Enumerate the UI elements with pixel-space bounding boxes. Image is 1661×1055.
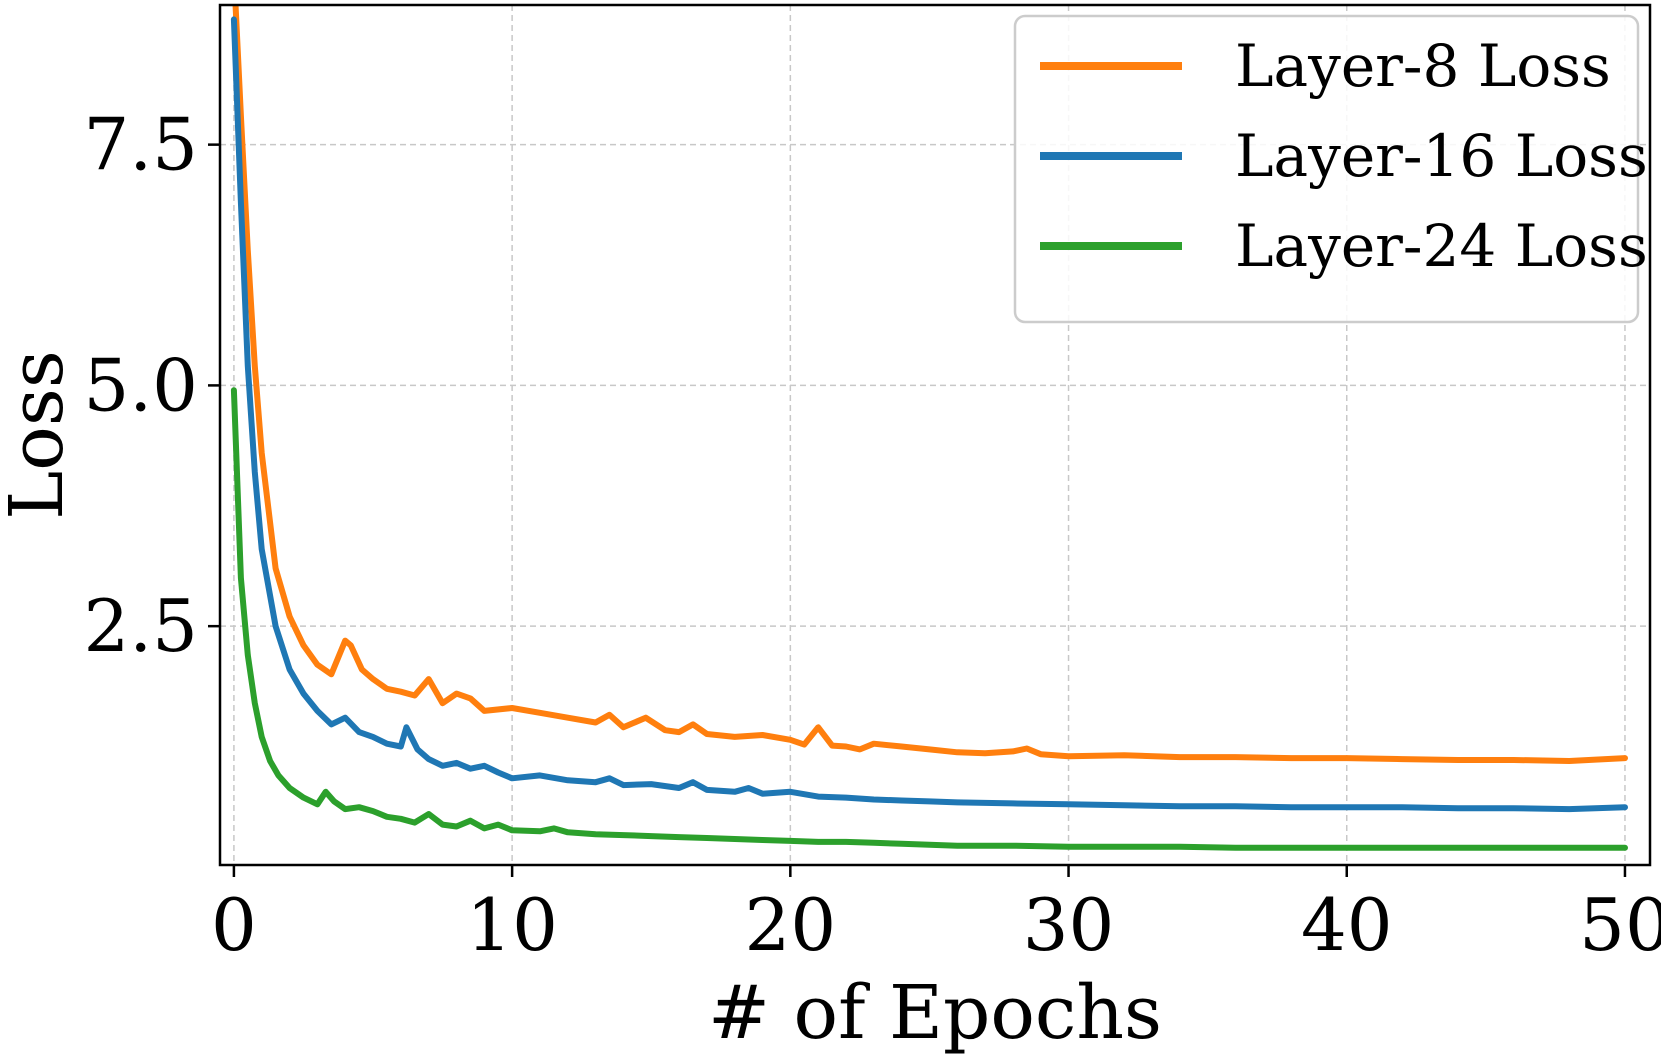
x-tick-label: 50 xyxy=(1579,883,1661,967)
series-line-layer-24-loss xyxy=(230,387,1628,851)
y-tick-label: 7.5 xyxy=(83,103,198,187)
y-tick-label: 5.0 xyxy=(83,343,198,427)
x-tick-label: 40 xyxy=(1301,883,1393,967)
legend: Layer-8 Loss Layer-16 Loss Layer-24 Loss xyxy=(1013,14,1648,324)
legend-label: Layer-8 Loss xyxy=(1235,32,1611,100)
x-tick-label: 10 xyxy=(466,883,558,967)
plot-area-frame xyxy=(218,3,1652,867)
axis-ticks: 0 10 20 30 40 50 2.5 5.0 7.5 xyxy=(83,103,1661,967)
series-line-layer-8-loss xyxy=(232,5,1628,764)
x-tick-label: 20 xyxy=(745,883,837,967)
legend-label: Layer-16 Loss xyxy=(1235,122,1648,190)
y-tick-label: 2.5 xyxy=(83,584,198,668)
y-axis-title: Loss xyxy=(0,350,80,520)
series-lines xyxy=(230,5,1628,851)
x-tick-label: 0 xyxy=(211,883,257,967)
series-line-layer-16-loss xyxy=(230,16,1628,813)
x-tick-label: 30 xyxy=(1023,883,1115,967)
legend-label: Layer-24 Loss xyxy=(1235,212,1648,280)
x-axis-title: # of Epochs xyxy=(708,970,1162,1055)
